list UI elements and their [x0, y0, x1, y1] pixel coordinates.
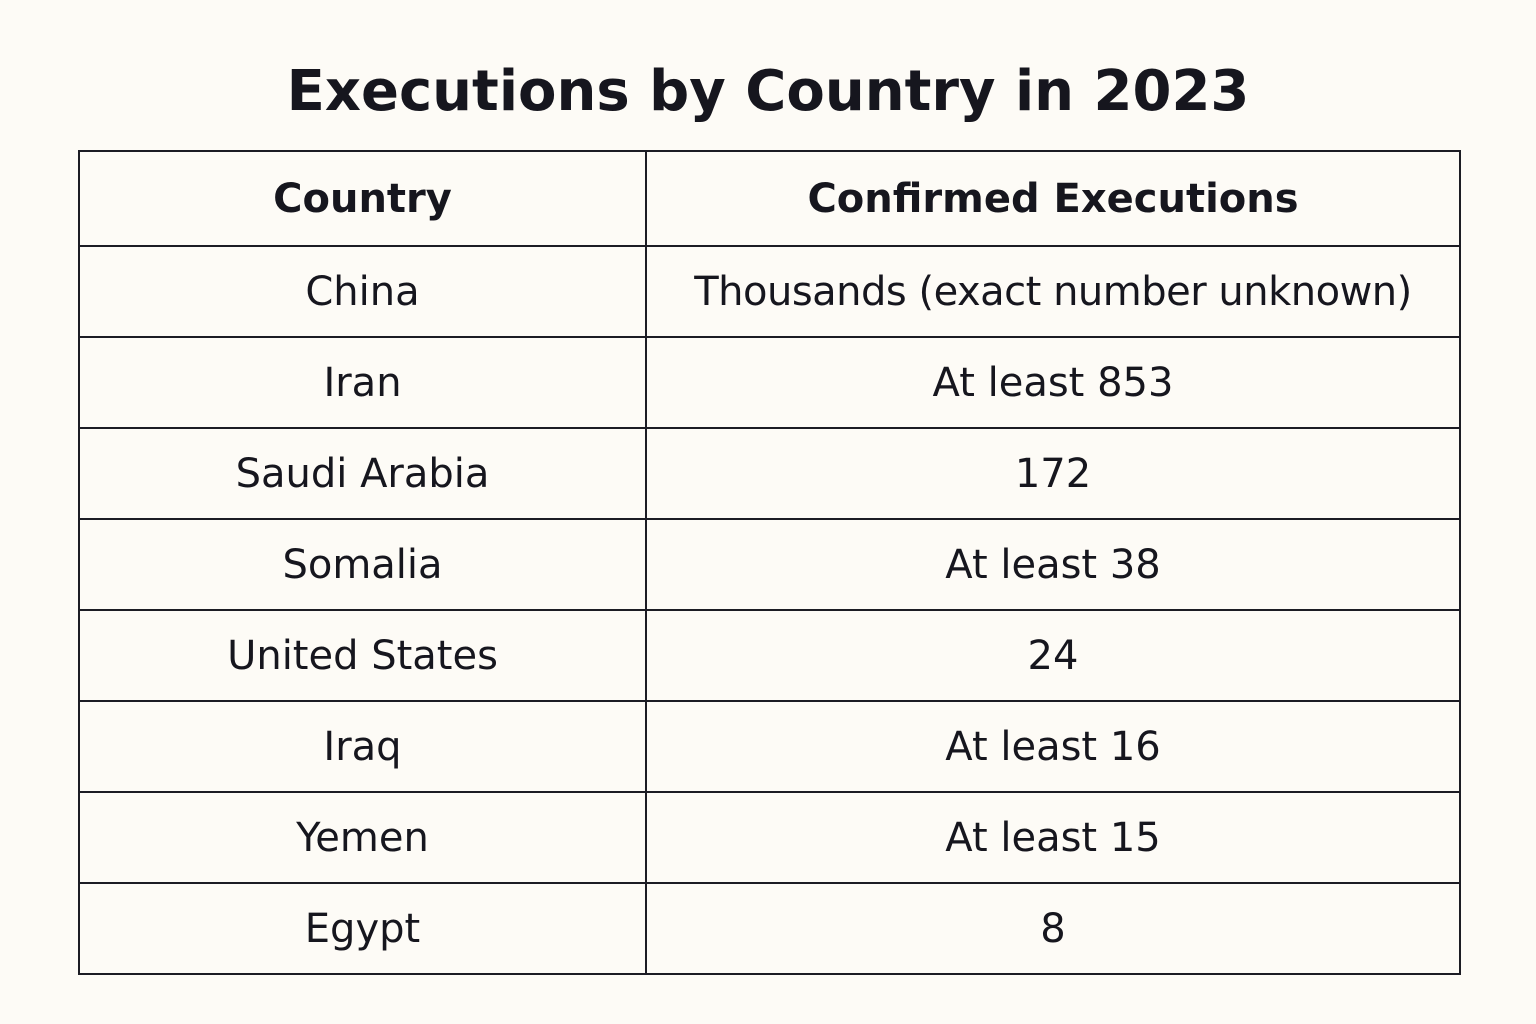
table-row: Iraq At least 16	[78, 700, 1461, 793]
header-row: Country Confirmed Executions	[78, 150, 1461, 247]
executions-cell: 24	[645, 609, 1461, 702]
executions-cell: At least 853	[645, 336, 1461, 429]
country-cell: China	[78, 245, 647, 338]
executions-table: Country Confirmed Executions China Thous…	[78, 150, 1461, 975]
executions-cell: At least 15	[645, 791, 1461, 884]
country-cell: Yemen	[78, 791, 647, 884]
executions-cell: Thousands (exact number unknown)	[645, 245, 1461, 338]
country-cell: Iran	[78, 336, 647, 429]
executions-cell: 172	[645, 427, 1461, 520]
country-cell: United States	[78, 609, 647, 702]
table-row: United States 24	[78, 609, 1461, 702]
table-row: Yemen At least 15	[78, 791, 1461, 884]
column-header-country: Country	[78, 150, 647, 247]
executions-cell: At least 38	[645, 518, 1461, 611]
executions-cell: At least 16	[645, 700, 1461, 793]
country-cell: Saudi Arabia	[78, 427, 647, 520]
table-title: Executions by Country in 2023	[286, 59, 1250, 124]
table-row: Somalia At least 38	[78, 518, 1461, 611]
country-cell: Egypt	[78, 882, 647, 975]
table-row: Egypt 8	[78, 882, 1461, 975]
table-row: Saudi Arabia 172	[78, 427, 1461, 520]
executions-cell: 8	[645, 882, 1461, 975]
column-header-executions: Confirmed Executions	[645, 150, 1461, 247]
country-cell: Iraq	[78, 700, 647, 793]
table-row: Iran At least 853	[78, 336, 1461, 429]
table-row: China Thousands (exact number unknown)	[78, 245, 1461, 338]
country-cell: Somalia	[78, 518, 647, 611]
